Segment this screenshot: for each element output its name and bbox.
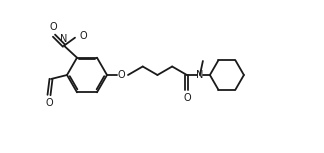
Text: O: O <box>183 93 191 103</box>
Text: O: O <box>49 22 57 32</box>
Text: N: N <box>60 34 68 44</box>
Text: O: O <box>79 31 87 41</box>
Text: N: N <box>196 70 203 80</box>
Text: O: O <box>45 98 53 108</box>
Text: O: O <box>117 70 125 80</box>
